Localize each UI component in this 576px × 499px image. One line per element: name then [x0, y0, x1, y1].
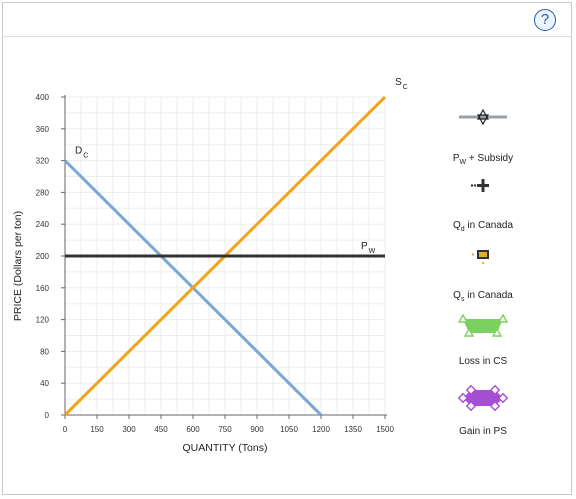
y-tick-label: 80: [40, 347, 49, 356]
chart-series: [63, 95, 387, 417]
triangle-handle[interactable]: [491, 327, 503, 337]
diamond-handle[interactable]: [489, 400, 501, 412]
x-tick-label: 0: [63, 425, 68, 434]
supply-curve-label: SC: [395, 77, 408, 91]
x-tick-label: 900: [250, 425, 264, 434]
y-tick-label: 0: [45, 411, 50, 420]
diamond-handle[interactable]: [497, 392, 509, 404]
x-axis-title: QUANTITY (Tons): [183, 442, 268, 454]
x-tick-label: 300: [122, 425, 136, 434]
chart-ticks: 0 150 300 450 600 750 900 1050 1200 1350 1500 0 40 80…: [36, 93, 395, 434]
triangle-handle[interactable]: [457, 313, 469, 323]
diamond-handle[interactable]: [465, 400, 477, 412]
legend-palette: PW + Subsidy Qd in Canada Qs in Canada Loss…: [453, 108, 513, 437]
chart-labels: QUANTITY (Tons) PRICE (Dollars per ton) DC…: [12, 77, 408, 454]
x-tick-label: 1050: [280, 425, 298, 434]
y-tick-label: 120: [36, 316, 50, 325]
dot: [481, 261, 485, 265]
y-tick-label: 320: [36, 157, 50, 166]
dot: [471, 253, 475, 256]
y-axis-title: PRICE (Dollars per ton): [12, 211, 24, 321]
plus-marker-icon[interactable]: [470, 179, 489, 192]
legend-label-gain-ps: Gain in PS: [459, 426, 507, 437]
green-area-icon[interactable]: [457, 313, 509, 337]
legend-label-qs: Qs in Canada: [453, 290, 513, 303]
star-line-icon[interactable]: [459, 108, 507, 126]
diamond-handle[interactable]: [489, 384, 501, 396]
square-marker: [477, 250, 489, 259]
purple-area-icon[interactable]: [457, 384, 509, 412]
x-tick-label: 1200: [312, 425, 330, 434]
x-tick-label: 1350: [344, 425, 362, 434]
y-tick-label: 200: [36, 252, 50, 261]
purple-hexagon: [463, 390, 503, 406]
y-tick-label: 360: [36, 125, 50, 134]
dot: [473, 184, 477, 187]
x-tick-label: 750: [218, 425, 232, 434]
world-price-label: PW: [361, 241, 376, 255]
y-tick-label: 280: [36, 188, 50, 197]
y-tick-label: 240: [36, 220, 50, 229]
square-marker-icon[interactable]: [471, 250, 489, 265]
diamond-handle[interactable]: [457, 392, 469, 404]
x-tick-label: 1500: [376, 425, 394, 434]
triangle-handle[interactable]: [497, 313, 509, 323]
x-tick-label: 150: [90, 425, 104, 434]
demand-curve-label: DC: [75, 146, 88, 160]
y-tick-label: 400: [36, 93, 50, 102]
legend-label-loss-cs: Loss in CS: [459, 356, 508, 367]
x-tick-label: 600: [186, 425, 200, 434]
legend-label-subsidy: PW + Subsidy: [453, 153, 513, 166]
green-trapezoid: [463, 319, 503, 333]
diamond-handle[interactable]: [465, 384, 477, 396]
plus-horizontal: [477, 184, 489, 187]
legend-label-qd: Qd in Canada: [453, 220, 513, 233]
help-button[interactable]: ?: [534, 9, 556, 31]
y-tick-label: 40: [40, 379, 49, 388]
star-icon: [476, 108, 490, 126]
triangle-handle[interactable]: [463, 327, 475, 337]
dot: [470, 184, 474, 187]
header-divider: [3, 36, 571, 37]
y-tick-label: 160: [36, 284, 50, 293]
x-tick-label: 450: [154, 425, 168, 434]
